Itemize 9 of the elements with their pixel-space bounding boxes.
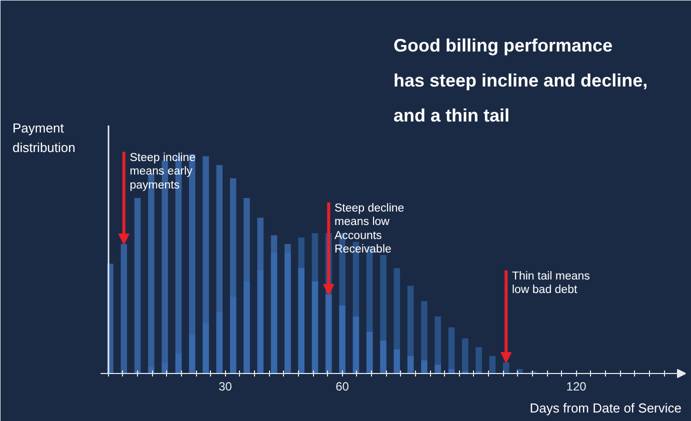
y-axis-title: Payment distribution — [12, 120, 76, 155]
x-tick-label: 120 — [566, 380, 587, 394]
x-tick-label: 30 — [218, 380, 232, 394]
annotation: Steep incline means early payments — [130, 152, 196, 192]
chart-title: Good billing performance has steep incline and decline, and a thin tail — [394, 36, 648, 126]
annotation: Steep decline means low Accounts Receivable — [334, 202, 404, 256]
annotation: Thin tail means low bad debt — [512, 270, 590, 296]
x-axis-title: Days from Date of Service — [530, 400, 682, 416]
x-tick-label: 60 — [336, 380, 350, 394]
